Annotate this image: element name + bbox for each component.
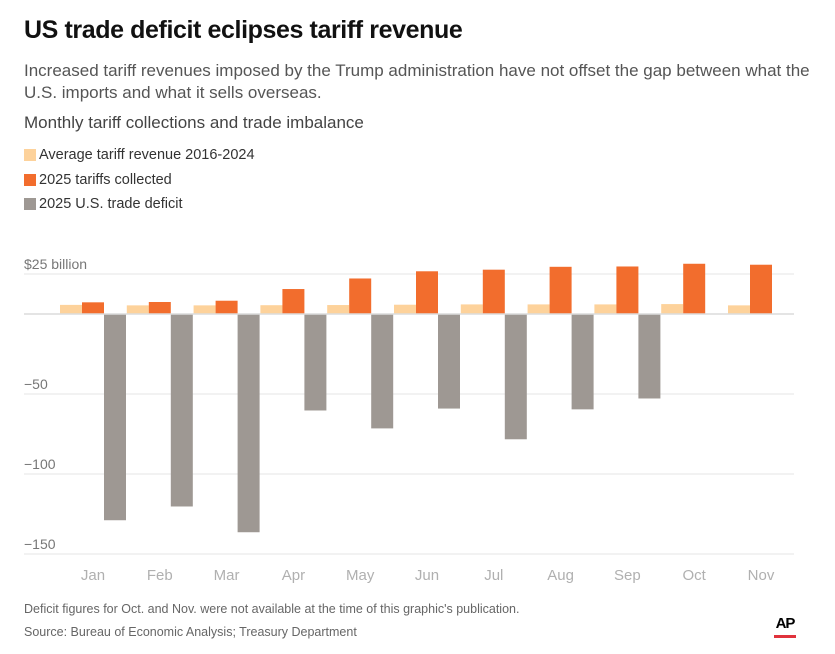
legend-label-deficit: 2025 U.S. trade deficit	[39, 196, 183, 213]
bars	[60, 263, 772, 533]
legend-item-deficit: 2025 U.S. trade deficit	[24, 192, 255, 217]
bar-deficit	[504, 314, 527, 440]
bar-deficit	[104, 314, 126, 521]
y-tick-label: −50	[24, 376, 48, 392]
bar-deficit	[571, 314, 594, 410]
bar-average	[527, 304, 550, 314]
bar-tariffs	[416, 271, 438, 314]
bar-average	[60, 304, 82, 314]
legend-item-tariffs: 2025 tariffs collected	[24, 168, 255, 193]
bar-tariffs	[616, 266, 639, 314]
y-tick-label: $25 billion	[24, 256, 87, 272]
bar-average	[394, 304, 416, 314]
bar-tariffs	[683, 263, 706, 314]
bar-tariffs	[148, 302, 171, 314]
ap-logo: AP	[774, 615, 796, 638]
bar-average	[728, 305, 750, 314]
bar-tariffs	[549, 266, 572, 314]
bar-deficit	[170, 314, 193, 507]
bar-tariffs	[482, 269, 505, 314]
bar-average	[193, 305, 216, 314]
y-tick-label: −100	[24, 456, 56, 472]
x-tick-label: Sep	[614, 567, 641, 584]
chart-heading: Monthly tariff collections and trade imb…	[24, 113, 364, 132]
bar-deficit	[237, 314, 260, 533]
bar-tariffs	[349, 278, 372, 314]
legend-label-average: Average tariff revenue 2016-2024	[39, 147, 255, 164]
legend: Average tariff revenue 2016-2024 2025 ta…	[24, 143, 255, 217]
x-tick-label: Apr	[282, 567, 305, 584]
bar-average	[460, 304, 483, 314]
legend-swatch-deficit	[24, 198, 36, 211]
legend-item-average: Average tariff revenue 2016-2024	[24, 143, 255, 168]
legend-swatch-tariffs	[24, 173, 36, 186]
x-tick-label: Jan	[81, 567, 105, 584]
bar-tariffs	[750, 264, 772, 314]
bar-tariffs	[282, 289, 305, 314]
chart-subtitle: Increased tariff revenues imposed by the…	[24, 61, 810, 102]
bar-average	[260, 305, 283, 314]
chart-title: US trade deficit eclipses tariff revenue	[24, 16, 463, 44]
legend-label-tariffs: 2025 tariffs collected	[39, 171, 172, 188]
source-line: Source: Bureau of Economic Analysis; Tre…	[24, 625, 357, 639]
ap-logo-text: AP	[775, 615, 796, 632]
bar-average	[327, 305, 350, 314]
bar-deficit	[371, 314, 394, 429]
x-axis-labels: Jan Feb Mar Apr May Jun Jul Aug Sep Oct Nov	[81, 567, 775, 584]
bar-chart: $25 billion −50 −100 −150 Jan Feb Mar Apr May Ju…	[24, 256, 794, 584]
x-tick-label: Jun	[415, 567, 439, 584]
gridlines	[24, 273, 794, 555]
bar-deficit	[638, 314, 661, 399]
x-tick-label: Oct	[683, 567, 707, 584]
x-tick-label: Jul	[484, 567, 503, 584]
bar-average	[126, 305, 149, 314]
y-tick-label: −150	[24, 536, 56, 552]
x-tick-label: May	[346, 567, 375, 584]
legend-swatch-average	[24, 149, 36, 162]
ap-logo-underline	[774, 635, 796, 638]
bar-average	[661, 304, 684, 314]
bar-deficit	[438, 314, 460, 409]
x-tick-label: Aug	[547, 567, 574, 584]
bar-average	[594, 304, 617, 314]
y-axis-labels: $25 billion −50 −100 −150	[24, 256, 87, 552]
bar-tariffs	[82, 302, 104, 314]
bar-deficit	[304, 314, 327, 411]
footnote: Deficit figures for Oct. and Nov. were n…	[24, 602, 520, 616]
bar-tariffs	[215, 300, 238, 314]
x-tick-label: Feb	[147, 567, 173, 584]
x-tick-label: Nov	[748, 567, 775, 584]
x-tick-label: Mar	[214, 567, 240, 584]
